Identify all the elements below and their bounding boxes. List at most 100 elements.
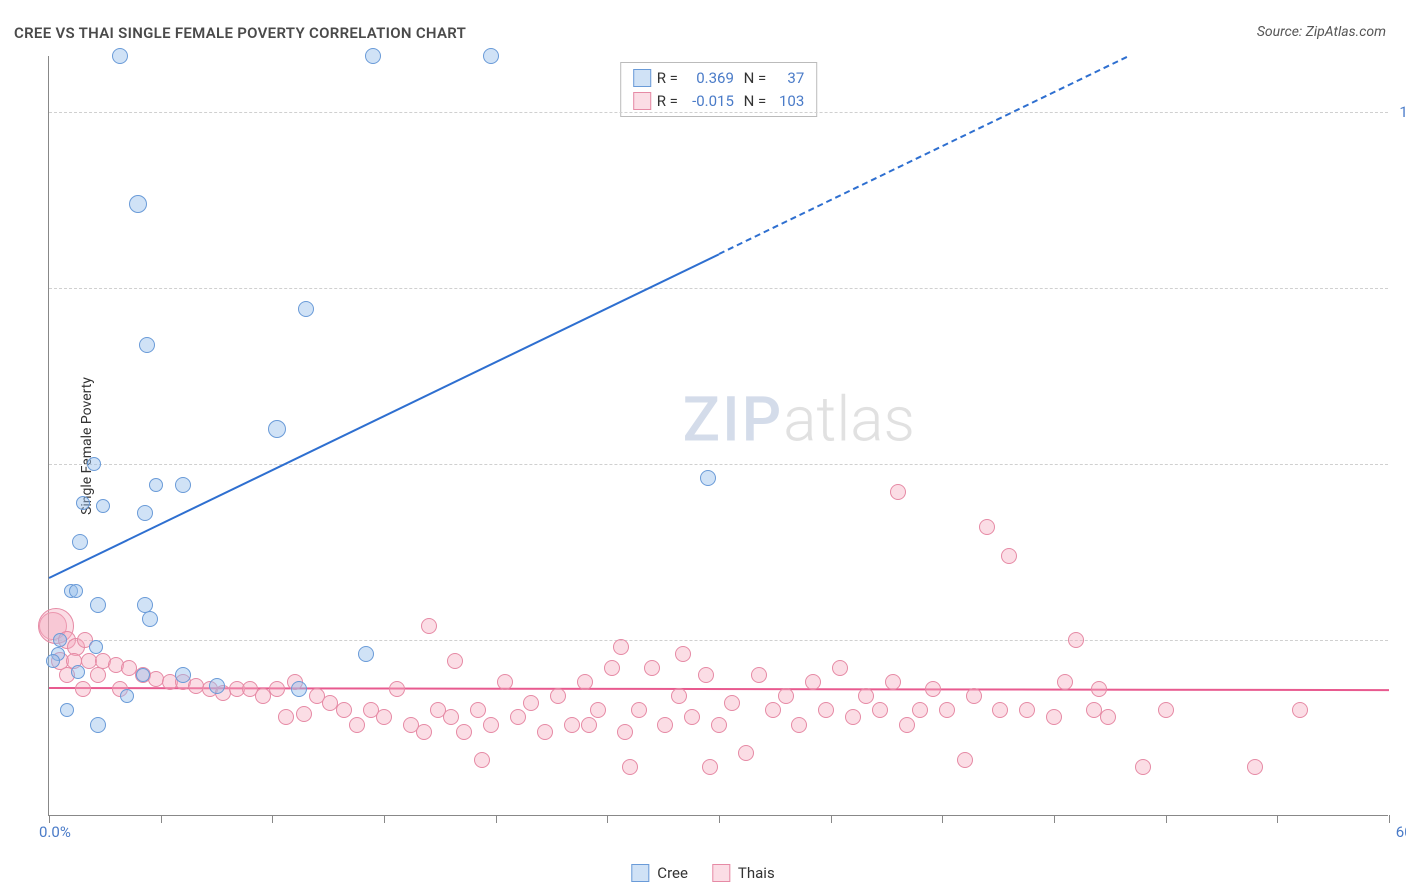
data-point-thais (604, 660, 620, 676)
data-point-cree (96, 499, 110, 513)
data-point-thais (474, 752, 490, 768)
data-point-cree (76, 496, 90, 510)
data-point-cree (89, 640, 103, 654)
swatch-thais (633, 92, 651, 110)
x-tick (1166, 815, 1167, 823)
data-point-cree (60, 703, 74, 717)
legend-label: Thais (738, 864, 775, 882)
data-point-thais (421, 618, 437, 634)
data-point-thais (497, 674, 513, 690)
data-point-thais (523, 695, 539, 711)
data-point-thais (577, 674, 593, 690)
data-point-thais (925, 681, 941, 697)
gridline (49, 464, 1388, 465)
data-point-cree (175, 477, 191, 493)
data-point-thais (818, 702, 834, 718)
stat-r-value: 0.369 (684, 67, 734, 90)
data-point-thais (885, 674, 901, 690)
data-point-cree (129, 195, 147, 213)
watermark-atlas: atlas (783, 384, 915, 457)
data-point-thais (483, 717, 499, 733)
data-point-thais (1247, 759, 1263, 775)
data-point-thais (443, 709, 459, 725)
gridline (49, 288, 1388, 289)
data-point-thais (470, 702, 486, 718)
data-point-thais (613, 639, 629, 655)
y-tick-label: 25.0% (1393, 631, 1406, 649)
data-point-thais (845, 709, 861, 725)
data-point-thais (979, 519, 995, 535)
x-tick (496, 815, 497, 823)
data-point-thais (765, 702, 781, 718)
data-point-cree (209, 678, 225, 694)
data-point-thais (644, 660, 660, 676)
data-point-thais (581, 717, 597, 733)
data-point-thais (738, 745, 754, 761)
data-point-thais (966, 688, 982, 704)
data-point-cree (69, 584, 83, 598)
data-point-thais (711, 717, 727, 733)
swatch-cree (633, 69, 651, 87)
stat-n-value: 37 (772, 67, 804, 90)
data-point-cree (358, 646, 374, 662)
data-point-thais (939, 702, 955, 718)
data-point-cree (142, 611, 158, 627)
data-point-thais (622, 759, 638, 775)
data-point-thais (1292, 702, 1308, 718)
x-tick (49, 815, 50, 823)
data-point-cree (291, 681, 307, 697)
data-point-thais (631, 702, 647, 718)
x-origin-label: 0.0% (39, 823, 71, 841)
data-point-thais (278, 709, 294, 725)
stats-row-cree: R =0.369 N =37 (633, 67, 805, 90)
data-point-thais (805, 674, 821, 690)
data-point-cree (365, 48, 381, 64)
x-tick (272, 815, 273, 823)
watermark-zip: ZIP (683, 384, 784, 457)
data-point-thais (269, 681, 285, 697)
data-point-thais (912, 702, 928, 718)
y-tick-label: 75.0% (1393, 279, 1406, 297)
data-point-thais (899, 717, 915, 733)
data-point-thais (751, 667, 767, 683)
swatch-thais (712, 864, 730, 882)
x-tick (719, 815, 720, 823)
data-point-thais (550, 688, 566, 704)
data-point-thais (376, 709, 392, 725)
data-point-cree (268, 420, 286, 438)
data-point-cree (175, 667, 191, 683)
x-tick (1054, 815, 1055, 823)
data-point-cree (120, 689, 134, 703)
data-point-cree (46, 654, 60, 668)
data-point-thais (1001, 548, 1017, 564)
data-point-cree (139, 337, 155, 353)
data-point-cree (483, 48, 499, 64)
data-point-thais (957, 752, 973, 768)
data-point-thais (296, 706, 312, 722)
swatch-cree (631, 864, 649, 882)
data-point-cree (72, 534, 88, 550)
data-point-thais (1046, 709, 1062, 725)
data-point-cree (136, 668, 150, 682)
data-point-thais (617, 724, 633, 740)
data-point-thais (1091, 681, 1107, 697)
x-tick (607, 815, 608, 823)
data-point-thais (336, 702, 352, 718)
x-tick (942, 815, 943, 823)
y-tick-label: 50.0% (1393, 455, 1406, 473)
data-point-cree (137, 505, 153, 521)
data-point-thais (349, 717, 365, 733)
data-point-cree (298, 301, 314, 317)
data-point-thais (858, 688, 874, 704)
stats-box: R =0.369 N =37R =-0.015 N =103 (620, 62, 818, 117)
data-point-thais (1158, 702, 1174, 718)
x-tick (1389, 815, 1390, 823)
data-point-thais (90, 667, 106, 683)
legend-label: Cree (657, 864, 688, 882)
x-tick (1277, 815, 1278, 823)
stats-row-thais: R =-0.015 N =103 (633, 90, 805, 113)
data-point-thais (1019, 702, 1035, 718)
trend-line-cree (49, 253, 720, 579)
data-point-cree (700, 470, 716, 486)
data-point-thais (702, 759, 718, 775)
